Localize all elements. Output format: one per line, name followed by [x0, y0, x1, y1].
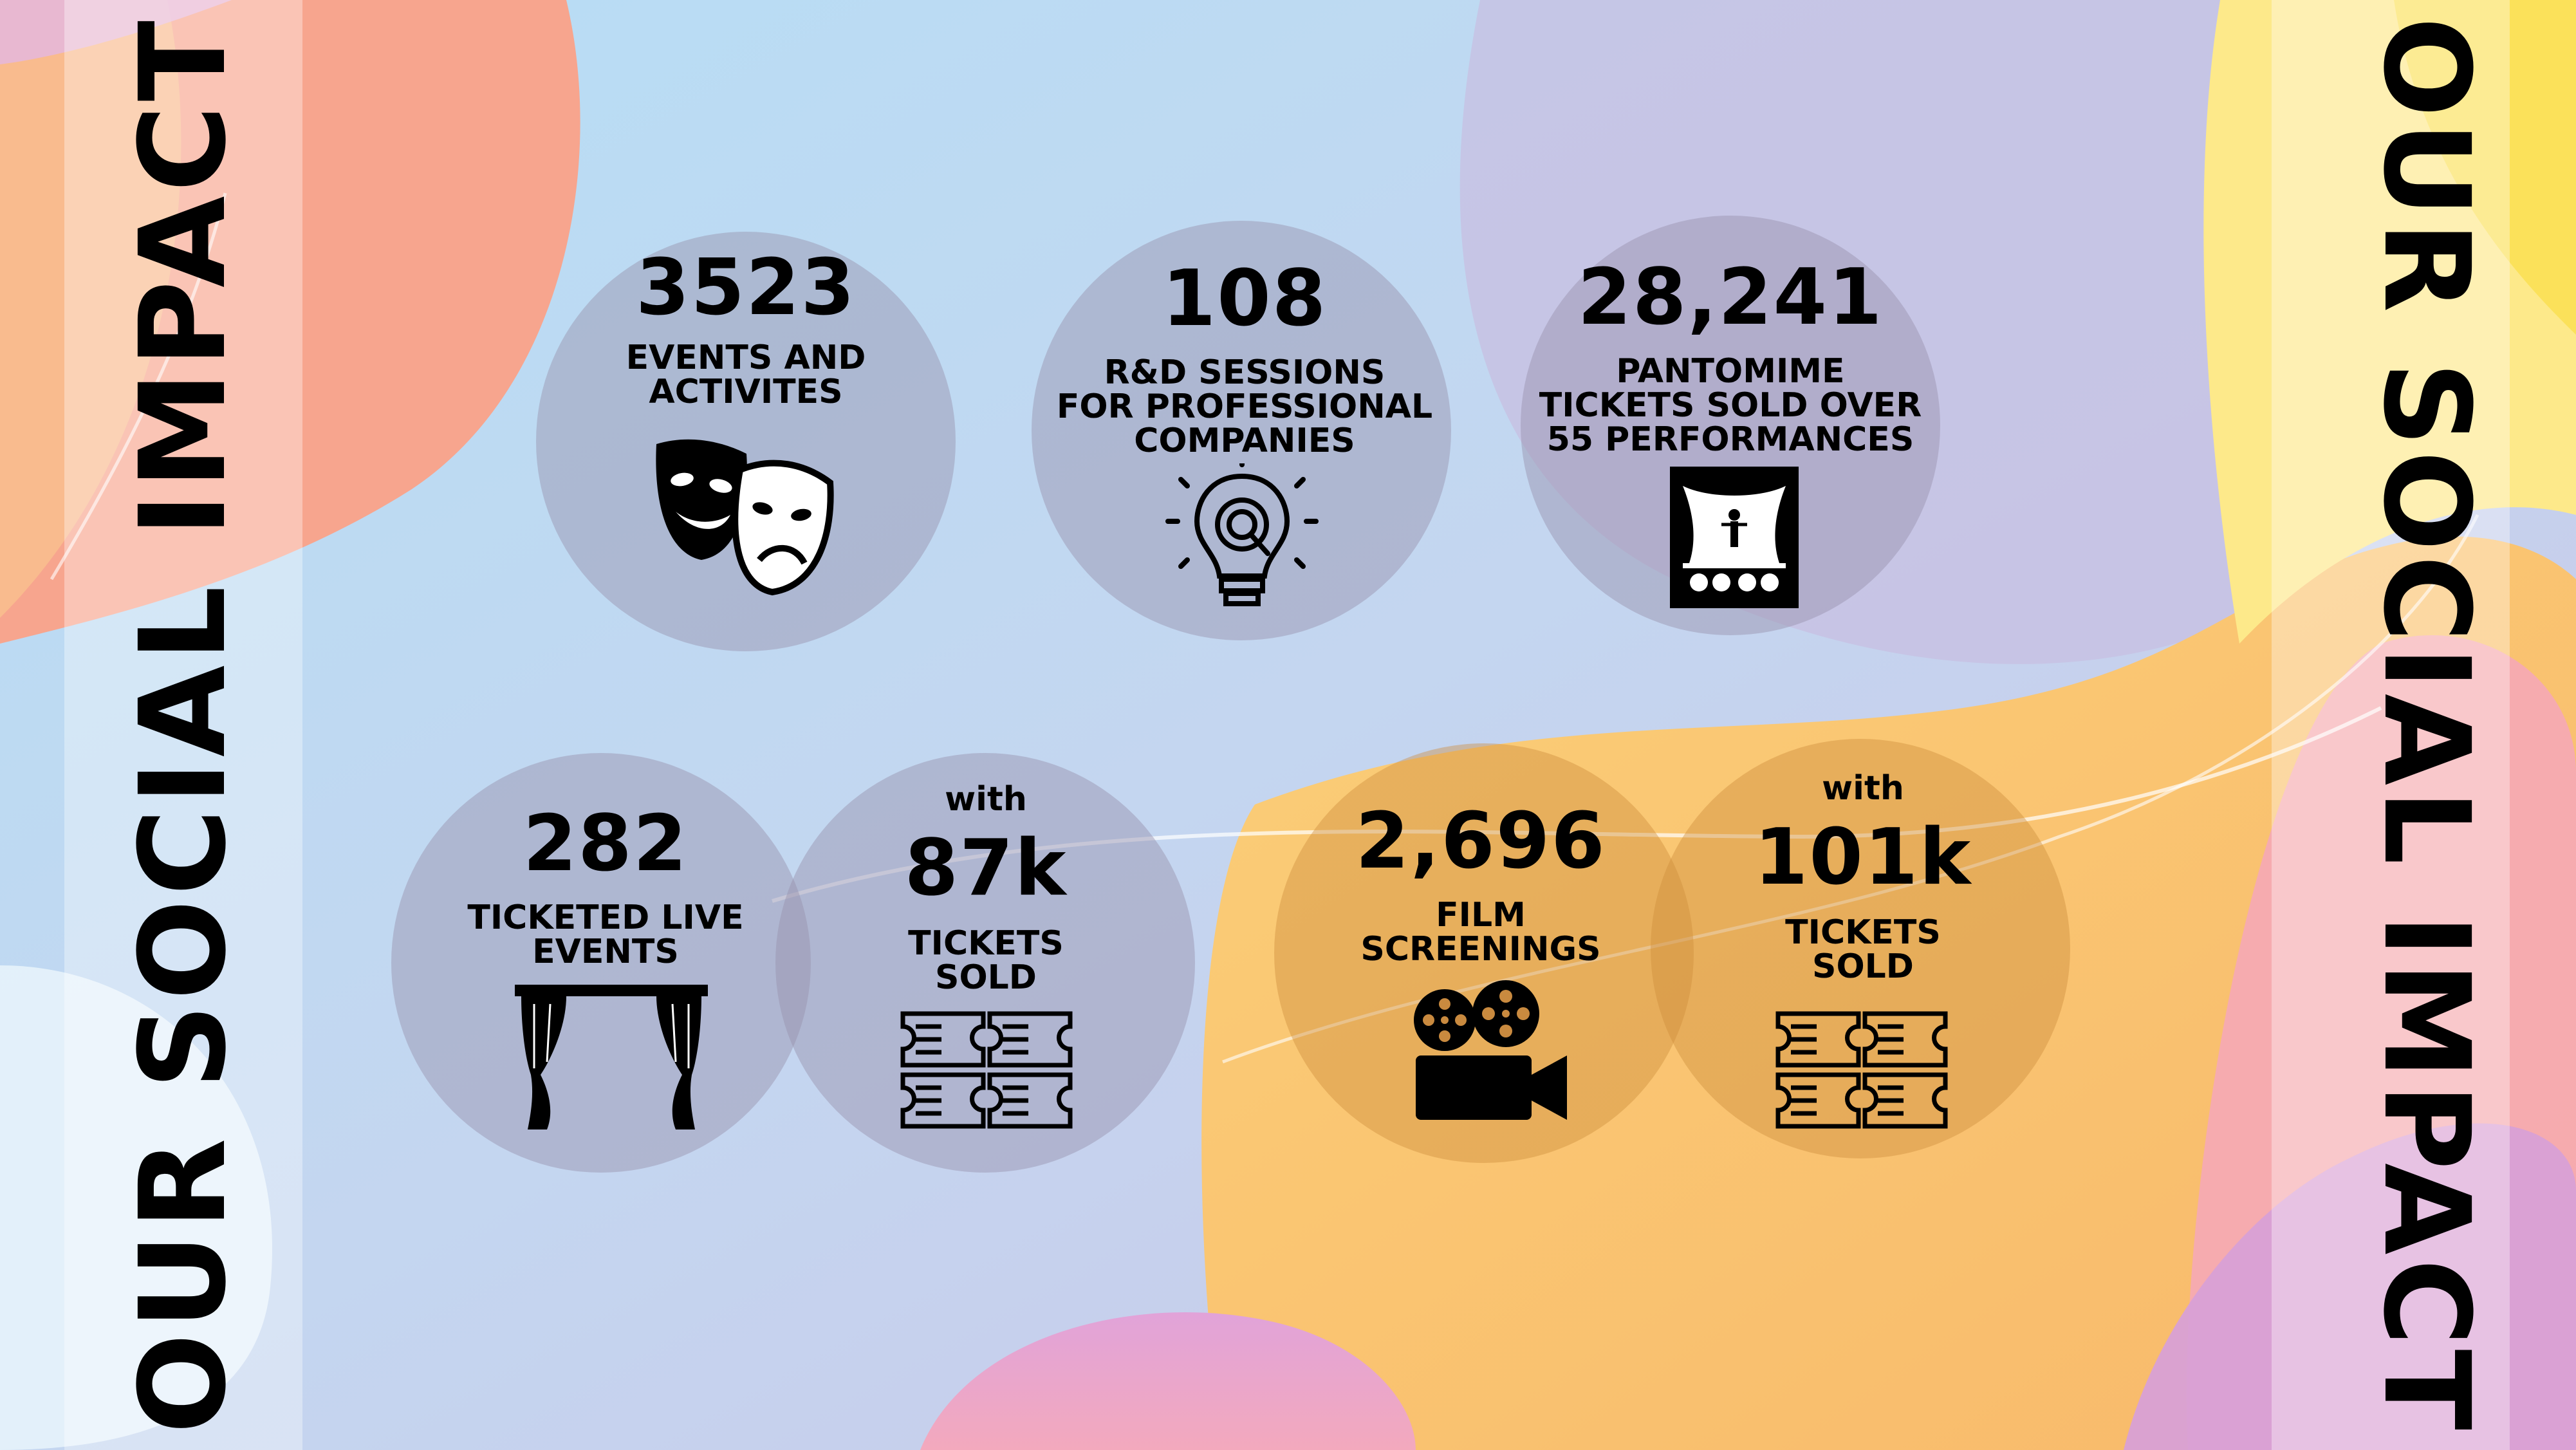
stat-film-tickets-number: 101k — [1754, 813, 1972, 902]
film-camera-icon — [1409, 978, 1570, 1123]
left-title-band — [64, 0, 302, 1450]
tickets-icon — [900, 1010, 1073, 1129]
stat-events-label: EVENTS AND ACTIVITES — [625, 339, 866, 412]
circle-events — [536, 232, 956, 651]
stage-curtain-icon — [515, 985, 708, 1129]
circle-live-tickets — [775, 753, 1195, 1173]
stat-film-tickets-prefix: with — [1822, 769, 1904, 808]
circle-live — [391, 753, 811, 1173]
stat-film-tickets: with 101k TICKETS SOLD — [1754, 769, 1972, 984]
stat-film-label: FILM SCREENINGS — [1360, 896, 1601, 969]
vertical-title-left: OUR SOCIAL IMPACT — [115, 16, 252, 1435]
theatre-masks-icon — [644, 431, 837, 599]
right-title-band — [2272, 0, 2510, 1450]
circle-rd — [1032, 221, 1451, 640]
stat-live-tickets-label: TICKETS SOLD — [908, 924, 1064, 998]
stat-pantomime: 28,241 PANTOMIME TICKETS SOLD OVER 55 PE… — [1539, 259, 1922, 457]
stat-rd-label: R&D SESSIONS FOR PROFESSIONAL COMPANIES — [1056, 353, 1433, 461]
stage-performer-icon — [1670, 467, 1799, 608]
stat-film-tickets-label: TICKETS SOLD — [1785, 913, 1941, 987]
stat-live-tickets-number: 87k — [904, 824, 1068, 913]
vertical-title-right: OUR SOCIAL IMPACT — [2357, 16, 2495, 1435]
stat-events-number: 3523 — [636, 243, 856, 333]
stat-events: 3523 EVENTS AND ACTIVITES — [626, 250, 866, 409]
stat-pantomime-number: 28,241 — [1577, 253, 1884, 342]
stat-live: 282 TICKETED LIVE EVENTS — [467, 806, 743, 969]
stat-live-label: TICKETED LIVE EVENTS — [467, 898, 744, 972]
stat-film: 2,696 FILM SCREENINGS — [1355, 803, 1606, 967]
stat-live-tickets: with 87k TICKETS SOLD — [905, 780, 1068, 995]
stat-rd-number: 108 — [1162, 254, 1328, 344]
tickets-icon — [1775, 1010, 1949, 1129]
stat-rd: 108 R&D SESSIONS FOR PROFESSIONAL COMPAN… — [1057, 261, 1432, 458]
stat-film-number: 2,696 — [1355, 797, 1606, 886]
stat-live-number: 282 — [523, 799, 689, 889]
stat-live-tickets-prefix: with — [945, 780, 1027, 819]
stat-pantomime-label: PANTOMIME TICKETS SOLD OVER 55 PERFORMAN… — [1539, 352, 1922, 460]
lightbulb-gear-icon — [1165, 463, 1319, 618]
